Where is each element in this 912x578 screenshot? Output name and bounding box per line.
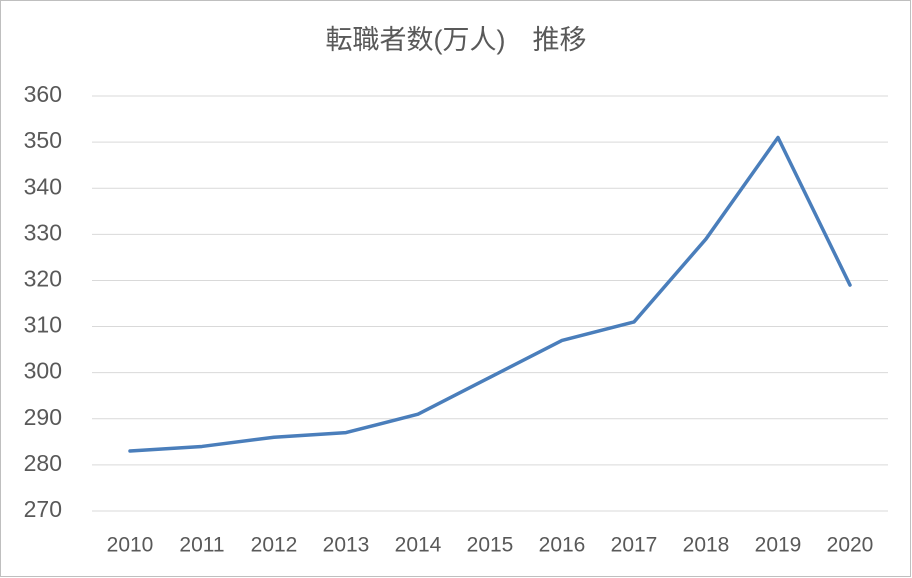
x-tick-label: 2020 — [827, 534, 874, 557]
x-tick-label: 2012 — [251, 534, 298, 557]
y-tick-label: 320 — [24, 266, 62, 292]
x-tick-label: 2014 — [395, 534, 442, 557]
x-tick-label: 2017 — [611, 534, 658, 557]
x-tick-label: 2016 — [539, 534, 586, 557]
y-tick-label: 330 — [24, 219, 62, 245]
x-tick-label: 2015 — [467, 534, 514, 557]
x-tick-label: 2013 — [323, 534, 370, 557]
y-tick-label: 310 — [24, 312, 62, 338]
y-tick-label: 360 — [24, 81, 62, 107]
x-tick-label: 2011 — [179, 534, 224, 557]
x-tick-label: 2018 — [683, 534, 730, 557]
x-tick-label: 2019 — [755, 534, 802, 557]
data-line — [128, 135, 852, 453]
y-tick-label: 300 — [24, 358, 62, 384]
y-tick-label: 350 — [24, 127, 62, 153]
y-tick-label: 290 — [24, 404, 62, 430]
chart-title: 転職者数(万人) 推移 — [326, 25, 587, 55]
y-tick-label: 280 — [24, 450, 62, 476]
x-tick-label: 2010 — [107, 534, 154, 557]
y-tick-label: 340 — [24, 173, 62, 199]
y-tick-label: 270 — [24, 496, 62, 522]
